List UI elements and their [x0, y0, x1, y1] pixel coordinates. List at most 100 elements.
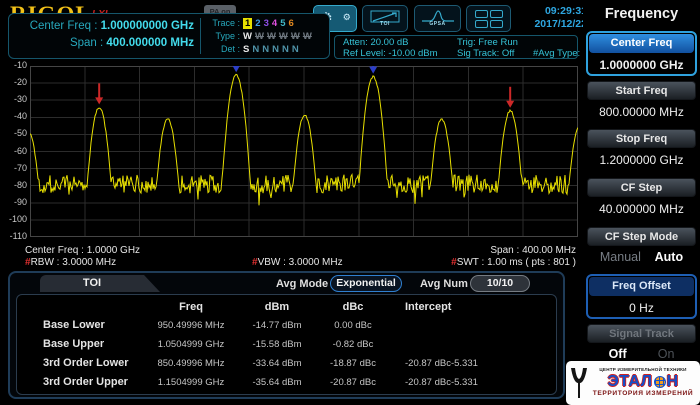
cf-step-mode-key[interactable]: CF Step Mode [587, 227, 696, 246]
y-tick-label: -80 [13, 179, 27, 190]
gpsa-icon-label: GPSA [429, 21, 446, 27]
signal-track-toggle[interactable]: Off On [587, 343, 696, 365]
etalon-logo-icon [571, 368, 587, 398]
vbw-value: VBW : 3.0000 MHz [257, 257, 343, 268]
row-dbm: -14.77 dBm [252, 319, 302, 331]
date-display: 2017/12/22 [534, 18, 587, 30]
frequency-menu: Frequency Center Freq 1.0000000 GHz Star… [583, 0, 700, 405]
table-row-base-lower: Base Lower 950.49996 MHz -14.77 dBm 0.00… [17, 319, 556, 331]
trace-2[interactable]: 2 [255, 18, 261, 29]
det-5: N [281, 44, 289, 55]
menu-item-signal-track[interactable]: Signal Track Off On [586, 323, 697, 368]
y-tick-label: -40 [13, 111, 27, 122]
stop-freq-key-value: 1.2000000 GHz [599, 153, 684, 167]
center-freq-readout-value: 1.000000000 GHz [100, 20, 194, 32]
row-intercept: -20.87 dBc-5.331 [405, 376, 478, 388]
toi-measure-button[interactable]: TOI [362, 5, 408, 32]
y-tick-label: -60 [13, 145, 27, 156]
menu-item-cf-step-mode[interactable]: CF Step Mode Manual Auto [586, 226, 697, 271]
trace-5[interactable]: 5 [280, 18, 286, 29]
stop-freq-key[interactable]: Stop Freq [587, 129, 696, 148]
center-freq-key[interactable]: Center Freq [589, 34, 694, 53]
y-tick-label: -50 [13, 128, 27, 139]
rbw-value: RBW : 3.0000 MHz [30, 257, 117, 268]
row-dbm: -15.58 dBm [252, 338, 302, 350]
center-freq-readout: Center Freq : 1.000000000 GHz [19, 20, 194, 32]
avg-mode-label: Avg Mode [276, 278, 329, 290]
spectrum-trace [30, 66, 578, 237]
y-tick-label: -70 [13, 162, 27, 173]
swt-coupled-flag: # [451, 257, 457, 268]
avg-num-button[interactable]: 10/10 [470, 275, 530, 292]
table-row-base-upper: Base Upper 1.0504999 GHz -15.58 dBm -0.8… [17, 338, 556, 350]
status-vbw: #VBW : 3.0000 MHz [252, 257, 343, 268]
y-tick-label: -20 [13, 77, 27, 88]
trace-line [30, 73, 578, 206]
row-intercept: -20.87 dBc-5.331 [405, 357, 478, 369]
sig-track-readout: Sig Track: Off [457, 48, 515, 59]
center-freq-readout-label: Center Freq : [29, 20, 98, 32]
menu-item-freq-offset[interactable]: Freq Offset 0 Hz [586, 274, 697, 319]
det-1: S [243, 44, 250, 55]
toi-table-header: Freq dBm dBc Intercept [17, 301, 556, 313]
y-tick-label: -10 [13, 60, 27, 70]
cf-step-mode-auto[interactable]: Auto [654, 250, 684, 264]
row-freq: 1.0504999 GHz [157, 338, 225, 350]
row-freq: 850.49996 MHz [157, 357, 225, 369]
avg-mode-button[interactable]: Exponential [330, 275, 402, 292]
trace-6[interactable]: 6 [288, 18, 294, 29]
menu-item-stop-freq[interactable]: Stop Freq 1.2000000 GHz [586, 128, 697, 173]
tab-toi-label: TOI [82, 277, 102, 289]
col-dbm: dBm [264, 301, 290, 313]
red-marker-arrowhead-icon [95, 97, 104, 105]
globe-icon [653, 376, 666, 388]
menu-item-start-freq[interactable]: Start Freq 800.00000 MHz [586, 80, 697, 125]
ref-level-readout: Ref Level: -10.00 dBm [343, 48, 438, 59]
signal-track-key[interactable]: Signal Track [587, 324, 696, 343]
signal-track-on[interactable]: On [657, 347, 675, 361]
type-4: W [278, 31, 288, 42]
type-2: W [254, 31, 264, 42]
start-freq-key-value: 800.00000 MHz [599, 105, 684, 119]
cf-step-mode-manual[interactable]: Manual [599, 250, 641, 264]
status-rbw: #RBW : 3.0000 MHz [25, 257, 116, 268]
cf-step-mode-toggle[interactable]: Manual Auto [587, 246, 696, 268]
menu-title: Frequency [604, 6, 679, 22]
etalon-watermark: ЦЕНТР ИЗМЕРИТЕЛЬНОЙ ТЕХНИКИ ЭТАЛ Н ТЕРРИТ… [566, 361, 700, 405]
signal-track-off[interactable]: Off [608, 347, 627, 361]
table-row-3rd-order-lower: 3rd Order Lower 850.49996 MHz -33.64 dBm… [17, 357, 556, 369]
vbw-coupled-flag: # [252, 257, 258, 268]
etalon-brand: ЭТАЛ Н [589, 374, 697, 390]
det-3: N [262, 44, 270, 55]
type-3: W [266, 31, 276, 42]
row-name: 3rd Order Upper [43, 376, 128, 388]
time-display: 09:29:31 [544, 5, 587, 17]
etalon-texts: ЦЕНТР ИЗМЕРИТЕЛЬНОЙ ТЕХНИКИ ЭТАЛ Н ТЕРРИТ… [589, 368, 697, 397]
freq-offset-key-value: 0 Hz [629, 301, 654, 315]
freq-offset-key[interactable]: Freq Offset [589, 277, 694, 296]
toi-icon-label: TOI [380, 21, 390, 27]
tab-toi[interactable]: TOI [40, 275, 160, 292]
row-dbc: -18.87 dBc [330, 357, 376, 369]
det-row-label: Det : [220, 44, 240, 54]
cf-step-key[interactable]: CF Step [587, 178, 696, 197]
trace-4[interactable]: 4 [271, 18, 278, 29]
spectrum-plot: -10 -20 -30 -40 -50 -60 -70 -80 -90 -100 -110 Cent… [0, 60, 580, 308]
trace-3[interactable]: 3 [263, 18, 269, 29]
trace-row-label: Trace : [212, 18, 240, 28]
start-freq-key[interactable]: Start Freq [587, 81, 696, 100]
col-intercept: Intercept [405, 301, 452, 313]
y-tick-label: -30 [13, 94, 27, 105]
row-dbc: -20.87 dBc [330, 376, 376, 388]
trace-1[interactable]: 1 [243, 18, 253, 29]
gpsa-mode-button[interactable]: GPSA [414, 5, 461, 32]
y-tick-label: -90 [13, 196, 27, 207]
etalon-brand-left: ЭТАЛ [607, 373, 653, 390]
menu-item-cf-step[interactable]: CF Step 40.000000 MHz [586, 177, 697, 222]
layout-button[interactable] [466, 5, 511, 32]
row-name: 3rd Order Lower [43, 357, 129, 369]
menu-item-center-freq[interactable]: Center Freq 1.0000000 GHz [586, 31, 697, 76]
blue-marker-arrowhead-icon [232, 66, 240, 73]
